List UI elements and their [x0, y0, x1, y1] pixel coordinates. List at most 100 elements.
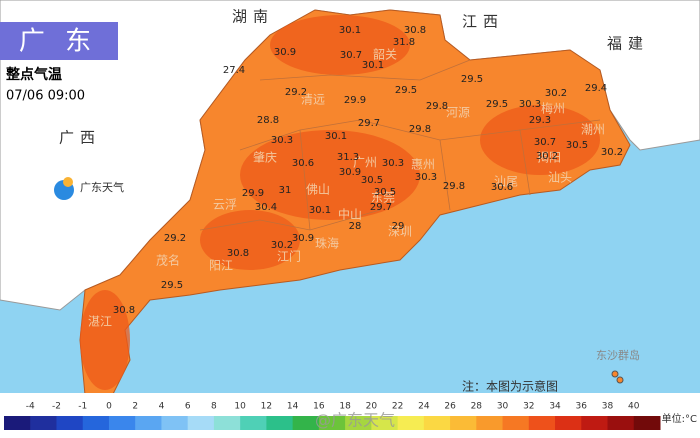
legend-label: 34	[549, 402, 561, 412]
legend-label: 36	[576, 402, 588, 412]
city-label: 惠州	[411, 158, 435, 172]
temperature-reading: 30.3	[519, 99, 541, 110]
temperature-reading: 29.5	[395, 85, 417, 96]
legend-swatch	[266, 416, 294, 430]
temperature-reading: 30.6	[292, 158, 314, 169]
temperature-reading: 30.1	[325, 131, 347, 142]
temperature-reading: 29.8	[409, 124, 431, 135]
legend-swatch	[292, 416, 320, 430]
legend-swatch	[82, 416, 110, 430]
legend-label: 8	[211, 402, 217, 412]
legend-label: 24	[418, 402, 430, 412]
legend-label: 26	[444, 402, 456, 412]
legend-label: 6	[185, 402, 191, 412]
note: 注：本图为示意图	[462, 379, 558, 394]
legend-label: 2	[132, 402, 138, 412]
islands-label: 东沙群岛	[596, 348, 640, 362]
city-label: 梅州	[541, 101, 565, 116]
city-label: 中山	[338, 207, 362, 222]
watermark: @广东天气	[315, 411, 395, 430]
legend-bg	[0, 393, 700, 438]
city-label: 广州	[353, 156, 377, 170]
legend-swatch	[476, 416, 504, 430]
temperature-reading: 30.2	[601, 147, 623, 158]
city-label: 云浮	[213, 198, 237, 212]
city-label: 潮州	[581, 122, 605, 137]
legend-swatch	[187, 416, 215, 430]
province-label: 湖南	[232, 8, 274, 26]
legend-swatch	[345, 416, 372, 430]
hot-zones	[80, 15, 600, 390]
temperature-reading: 29.8	[426, 101, 448, 112]
legend-swatch	[30, 416, 57, 430]
temperature-reading: 29.9	[344, 95, 366, 106]
city-label: 韶关	[373, 47, 397, 62]
temperature-reading: 30.2	[545, 88, 567, 99]
city-label: 湛江	[88, 315, 112, 329]
legend-swatch	[450, 416, 477, 430]
temperature-reading: 31	[279, 185, 292, 196]
legend-label: 14	[287, 402, 299, 412]
legend-swatch	[56, 416, 84, 430]
legend-swatch	[423, 416, 451, 430]
island	[616, 376, 624, 384]
temperature-reading: 30.6	[491, 182, 513, 193]
temperature-reading: 29.4	[585, 83, 607, 94]
legend-label: 32	[523, 402, 534, 412]
legend-swatch	[581, 416, 609, 430]
city-label: 河源	[446, 106, 470, 120]
temperature-reading: 30.1	[309, 205, 331, 216]
legend-swatch	[528, 416, 556, 430]
temperature-reading: 30.9	[292, 233, 314, 244]
island	[611, 370, 619, 378]
logo-text: 广东天气	[80, 180, 124, 194]
temperature-reading: 29.5	[461, 74, 483, 85]
logo-sun	[63, 177, 73, 187]
temperature-reading: 29.8	[443, 181, 465, 192]
city-borders	[199, 59, 601, 231]
temperature-reading: 30.1	[339, 25, 361, 36]
province-label: 福建	[607, 35, 649, 53]
legend-label: 4	[159, 402, 165, 412]
legend-label: 38	[602, 402, 614, 412]
temperature-reading: 30.5	[361, 175, 383, 186]
temperature-reading: 30.8	[227, 248, 249, 259]
city-label: 阳江	[209, 259, 233, 273]
temperature-reading: 27.4	[223, 65, 245, 76]
temperature-reading: 30.3	[271, 135, 293, 146]
temperature-reading: 29.2	[164, 233, 186, 244]
legend-swatch	[607, 416, 635, 430]
city-label: 江门	[277, 249, 301, 264]
legend-swatch	[135, 416, 162, 430]
temperature-reading: 30.5	[566, 140, 588, 151]
temperature-reading: 29.9	[242, 188, 264, 199]
temperature-reading: 30.8	[404, 25, 426, 36]
temperature-reading: 30.2	[536, 151, 558, 162]
legend-label: 18	[339, 402, 351, 412]
temperature-reading: 28	[349, 221, 362, 232]
legend-label: 22	[392, 402, 403, 412]
legend-label: -4	[26, 402, 35, 412]
temperature-reading: 29.7	[358, 118, 380, 129]
temperature-reading: 30.9	[339, 167, 361, 178]
legend-swatch	[161, 416, 189, 430]
temperature-reading: 31.3	[337, 152, 359, 163]
temperature-reading: 30.9	[274, 47, 296, 58]
legend-swatch	[502, 416, 530, 430]
legend-label: 30	[497, 402, 509, 412]
city-label: 佛山	[306, 183, 330, 197]
temperature-reading: 29.2	[285, 87, 307, 98]
legend-label: -2	[52, 402, 61, 412]
temperature-reading: 30.4	[255, 202, 277, 213]
temperature-reading: 30.1	[362, 60, 384, 71]
temperature-reading: 30.5	[374, 187, 396, 198]
city-label: 汕尾	[494, 175, 518, 189]
title-box	[0, 22, 118, 60]
legend-swatch	[213, 416, 241, 430]
temperature-reading: 30.7	[534, 137, 556, 148]
temperature-reading: 29.5	[161, 280, 183, 291]
time: 07/06 09:00	[6, 89, 85, 104]
subtitle: 整点气温	[5, 66, 62, 83]
city-label: 汕头	[548, 171, 572, 185]
